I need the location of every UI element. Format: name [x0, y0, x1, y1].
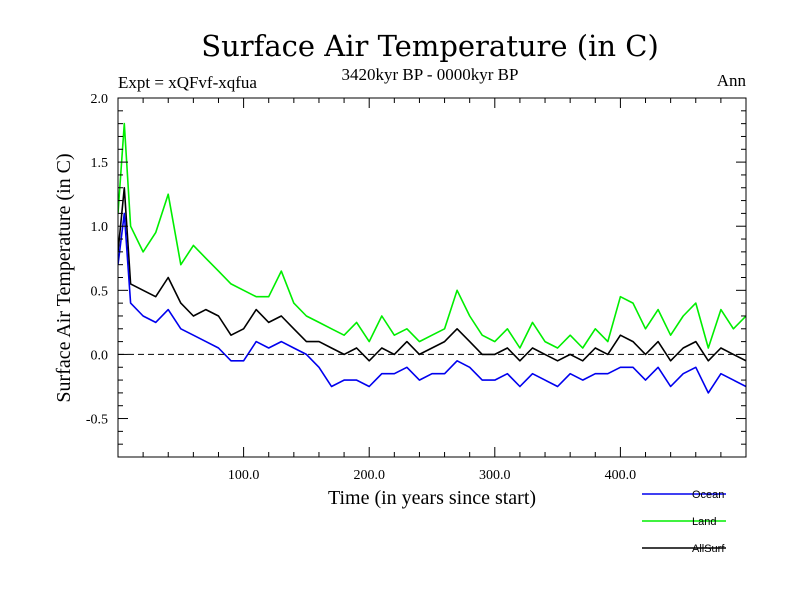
- series-line-ocean: [118, 212, 746, 394]
- legend: Ocean Land AllSurf: [642, 489, 726, 555]
- season-label: Ann: [717, 71, 747, 90]
- chart-subtitle: 3420kyr BP - 0000kyr BP: [342, 65, 519, 84]
- y-tick-label: 1.5: [91, 156, 109, 171]
- x-axis-label: Time (in years since start): [328, 487, 536, 509]
- y-tick-label: 0.0: [91, 348, 109, 363]
- x-tick-label: 200.0: [353, 468, 385, 483]
- x-tick-label: 300.0: [479, 468, 511, 483]
- legend-label-ocean: Ocean: [692, 489, 724, 501]
- y-tick-label: 2.0: [91, 92, 109, 107]
- y-axis-label: Surface Air Temperature (in C): [53, 153, 75, 402]
- legend-label-allsurf: AllSurf: [692, 543, 725, 555]
- x-tick-label: 100.0: [228, 468, 260, 483]
- y-tick-label: 1.0: [91, 220, 109, 235]
- chart-title: Surface Air Temperature (in C): [201, 29, 659, 63]
- experiment-label: Expt = xQFvf-xqfua: [118, 73, 257, 92]
- plot-frame: [117, 97, 747, 458]
- y-tick-label: 0.5: [91, 284, 109, 299]
- series-line-land: [118, 122, 746, 349]
- series-layer: [118, 122, 746, 394]
- series-line-allsurf: [118, 187, 746, 362]
- y-tick-label: -0.5: [86, 413, 108, 428]
- legend-label-land: Land: [692, 516, 716, 528]
- x-tick-label: 400.0: [605, 468, 637, 483]
- axis-ticks: 100.0 200.0 300.0 400.0 -0.5 0.0 0.5 1.0 1.5 2.0: [86, 92, 746, 483]
